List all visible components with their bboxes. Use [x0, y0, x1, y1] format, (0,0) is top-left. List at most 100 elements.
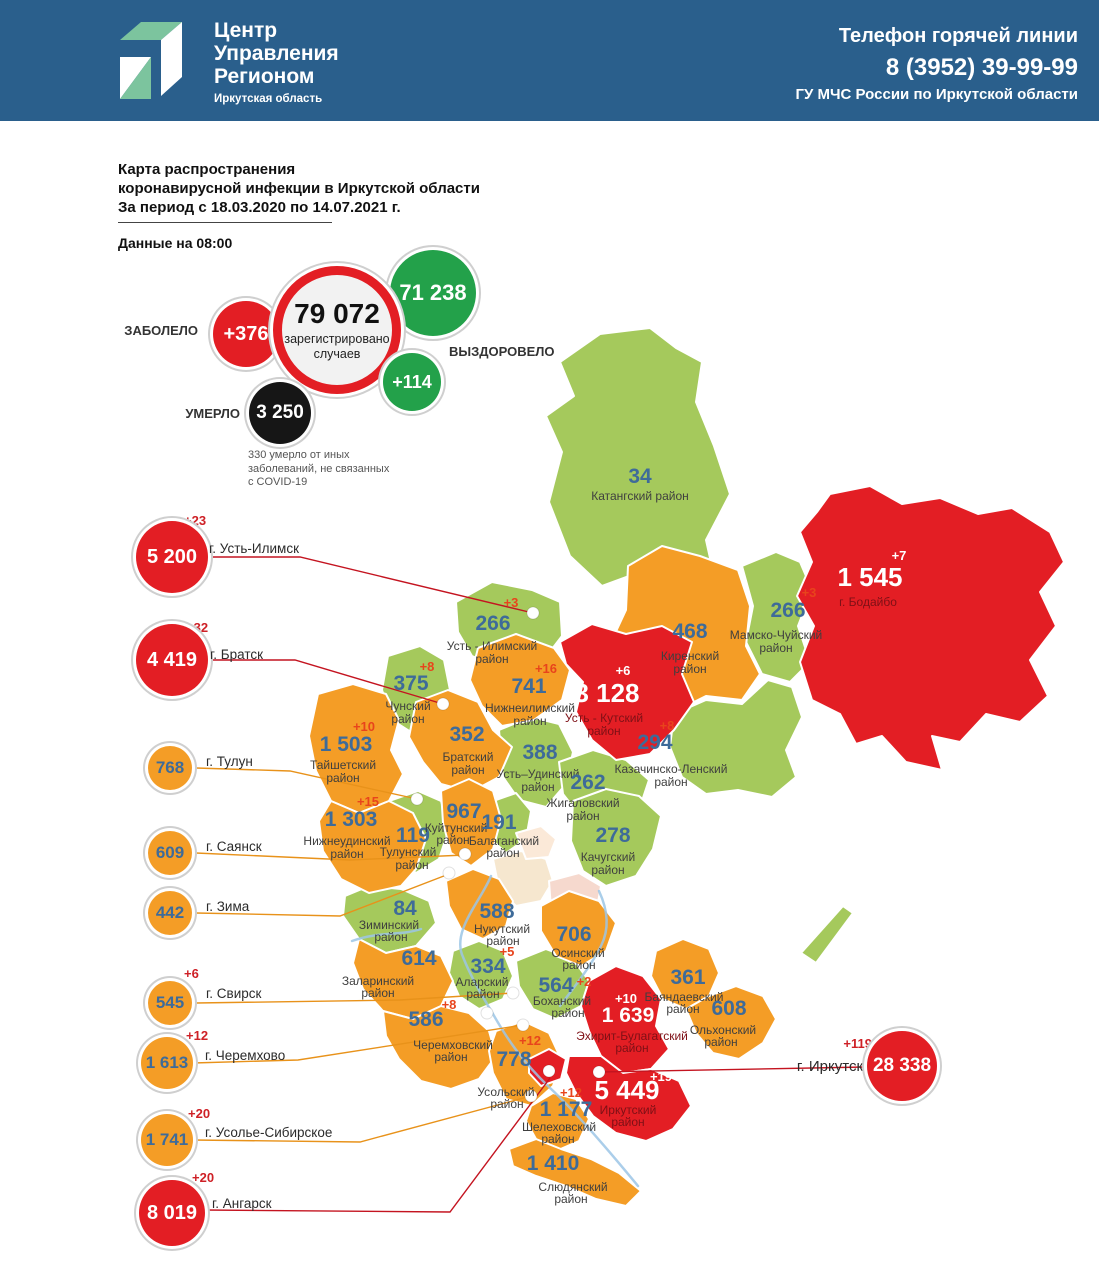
svg-text:614: 614 — [401, 947, 436, 970]
svg-text:+12: +12 — [560, 1085, 582, 1100]
logo-title-line3: Регионом — [214, 65, 315, 88]
svg-text:+5: +5 — [500, 944, 515, 959]
map-title-block: Карта распространения коронавирусной инф… — [118, 160, 480, 251]
svg-text:Слюдянский: Слюдянский — [538, 1180, 607, 1194]
callout-angarsk-circle: 8 019 — [139, 1180, 205, 1246]
svg-text:район: район — [330, 847, 363, 861]
svg-text:191: 191 — [481, 811, 516, 834]
callout-irkutsk-circle: 28 338 — [867, 1031, 937, 1101]
svg-text:район: район — [361, 986, 394, 1000]
svg-text:район: район — [486, 934, 519, 948]
region-label-ziminsky: 84 Зиминский район — [359, 897, 419, 944]
svg-text:район: район — [466, 987, 499, 1001]
logo: Центр Управления Регионом Иркутская обла… — [118, 19, 339, 105]
region-label-katangsky: 34 Катангский район — [591, 465, 689, 503]
callout-angarsk-delta: +20 — [192, 1170, 215, 1185]
svg-text:Боханский: Боханский — [533, 994, 591, 1008]
svg-text:район: район — [759, 641, 792, 655]
region-label-irkutsky: +19 5 449 Иркутский район — [594, 1069, 672, 1129]
svg-text:г. Бодайбо: г. Бодайбо — [839, 595, 897, 609]
svg-text:1 303: 1 303 — [325, 808, 378, 831]
svg-text:Катангский район: Катангский район — [591, 489, 689, 503]
city-dots — [410, 606, 606, 1103]
svg-text:84: 84 — [393, 897, 417, 920]
svg-text:262: 262 — [570, 771, 605, 794]
svg-text:967: 967 — [446, 800, 481, 823]
region-katangsky-shape — [545, 327, 731, 589]
svg-text:Жигаловский: Жигаловский — [546, 796, 619, 810]
callout-irkutsk-delta: +119 — [843, 1036, 872, 1051]
region-olkhonsky-shape — [685, 985, 777, 1060]
region-osinsky-shape — [540, 890, 617, 967]
region-label-cheremkhovsky: +8 586 Черемховский район — [408, 997, 492, 1064]
callout-usolye-delta: +20 — [188, 1106, 211, 1121]
svg-text:Мамско-Чуйский: Мамско-Чуйский — [730, 628, 822, 642]
svg-text:352: 352 — [449, 723, 484, 746]
map-title-line2: коронавирусной инфекции в Иркутской обла… — [118, 180, 480, 197]
region-bratsky-shape — [408, 689, 513, 793]
logo-cube-icon — [120, 22, 182, 99]
region-label-slyudyansky: 1 410 Слюдянский район — [527, 1152, 608, 1206]
svg-text:119: 119 — [396, 824, 430, 847]
svg-text:+10: +10 — [353, 719, 375, 734]
callout-tulun-label: г. Тулун — [206, 754, 253, 769]
registered-caption-line2: случаев — [313, 347, 361, 361]
callout-svirsk-circle: 545 — [148, 981, 192, 1025]
logo-title-line2: Управления — [214, 42, 339, 65]
svg-text:Куйтунский: Куйтунский — [425, 821, 488, 835]
region-label-chunsky: +8 375 Чунский район — [385, 659, 434, 726]
svg-text:район: район — [434, 1050, 467, 1064]
svg-text:468: 468 — [672, 620, 707, 643]
hotline-organization: ГУ МЧС России по Иркутской области — [795, 86, 1078, 103]
svg-text:Иркутский: Иркутский — [600, 1103, 657, 1117]
svg-text:район: район — [475, 652, 508, 666]
recovered-delta-circle: +114 — [383, 353, 441, 411]
svg-text:район: район — [451, 763, 484, 777]
svg-text:район: район — [374, 930, 407, 944]
svg-text:+16: +16 — [535, 661, 557, 676]
region-label-nukutsky: 588 Нукутский район — [474, 900, 530, 948]
region-label-shelekhovsky: +12 1 177 Шелеховский район — [522, 1085, 596, 1146]
callout-zima-circle: 442 — [148, 891, 192, 935]
svg-text:+19: +19 — [650, 1069, 672, 1084]
svg-text:Усольский: Усольский — [477, 1085, 534, 1099]
svg-text:район: район — [587, 724, 620, 738]
svg-text:+6: +6 — [616, 663, 631, 678]
svg-text:район: район — [391, 712, 424, 726]
region-label-kirensky: 468 Киренский район — [661, 620, 719, 676]
svg-text:район: район — [654, 775, 687, 789]
logo-title-line1: Центр — [214, 19, 278, 42]
svg-text:361: 361 — [670, 966, 705, 989]
callout-bratsk-circle: 4 419 — [136, 624, 208, 696]
svg-text:Аларский: Аларский — [455, 975, 508, 989]
callout-svirsk-label: г. Свирск — [206, 986, 262, 1001]
region-label-ust-kutsky: +6 3 128 Усть - Кутский район — [565, 663, 643, 738]
region-label-ekhirit-bulagatsky: +10 1 639 Эхирит-Булагатский район — [576, 991, 688, 1055]
logo-subtitle: Иркутская область — [214, 93, 323, 105]
recovered-total-circle: 71 238 — [390, 250, 476, 336]
region-label-osinsky: 706 Осинский район — [551, 923, 604, 972]
region-label-kuitunsky: 967 Куйтунский район — [425, 800, 488, 847]
svg-text:Тайшетский: Тайшетский — [310, 758, 376, 772]
region-label-usolsky: +12 778 Усольский район — [477, 1033, 541, 1111]
recovered-label: ВЫЗДОРОВЕЛО — [449, 344, 555, 359]
map-title-line3: За период с 18.03.2020 по 14.07.2021 г. — [118, 199, 401, 216]
svg-text:Эхирит-Булагатский: Эхирит-Булагатский — [576, 1029, 688, 1043]
callout-bratsk-label: г. Братск — [210, 647, 264, 662]
callout-cheremkhovo-delta: +12 — [186, 1028, 209, 1043]
svg-text:741: 741 — [511, 675, 546, 698]
callout-irkutsk-label: г. Иркутск — [796, 1058, 863, 1075]
svg-text:3 128: 3 128 — [574, 678, 639, 708]
svg-text:Братский: Братский — [443, 750, 494, 764]
deaths-footnote-line3: с COVID-19 — [248, 476, 308, 488]
hotline-block: Телефон горячей линии 8 (3952) 39-99-99 … — [796, 25, 1078, 103]
region-label-nizhneilimsky: +16 741 Нижнеилимский район — [485, 661, 575, 728]
registered-caption-line1: зарегистрировано — [284, 332, 390, 346]
river-lines — [350, 874, 640, 1188]
svg-text:Усть - Кутский: Усть - Кутский — [565, 711, 643, 725]
svg-text:район: район — [615, 1041, 648, 1055]
deaths-footnote: 330 умерло от иных заболеваний, не связа… — [248, 449, 389, 490]
svg-text:+8: +8 — [442, 997, 457, 1012]
hotline-title: Телефон горячей линии — [838, 25, 1078, 47]
